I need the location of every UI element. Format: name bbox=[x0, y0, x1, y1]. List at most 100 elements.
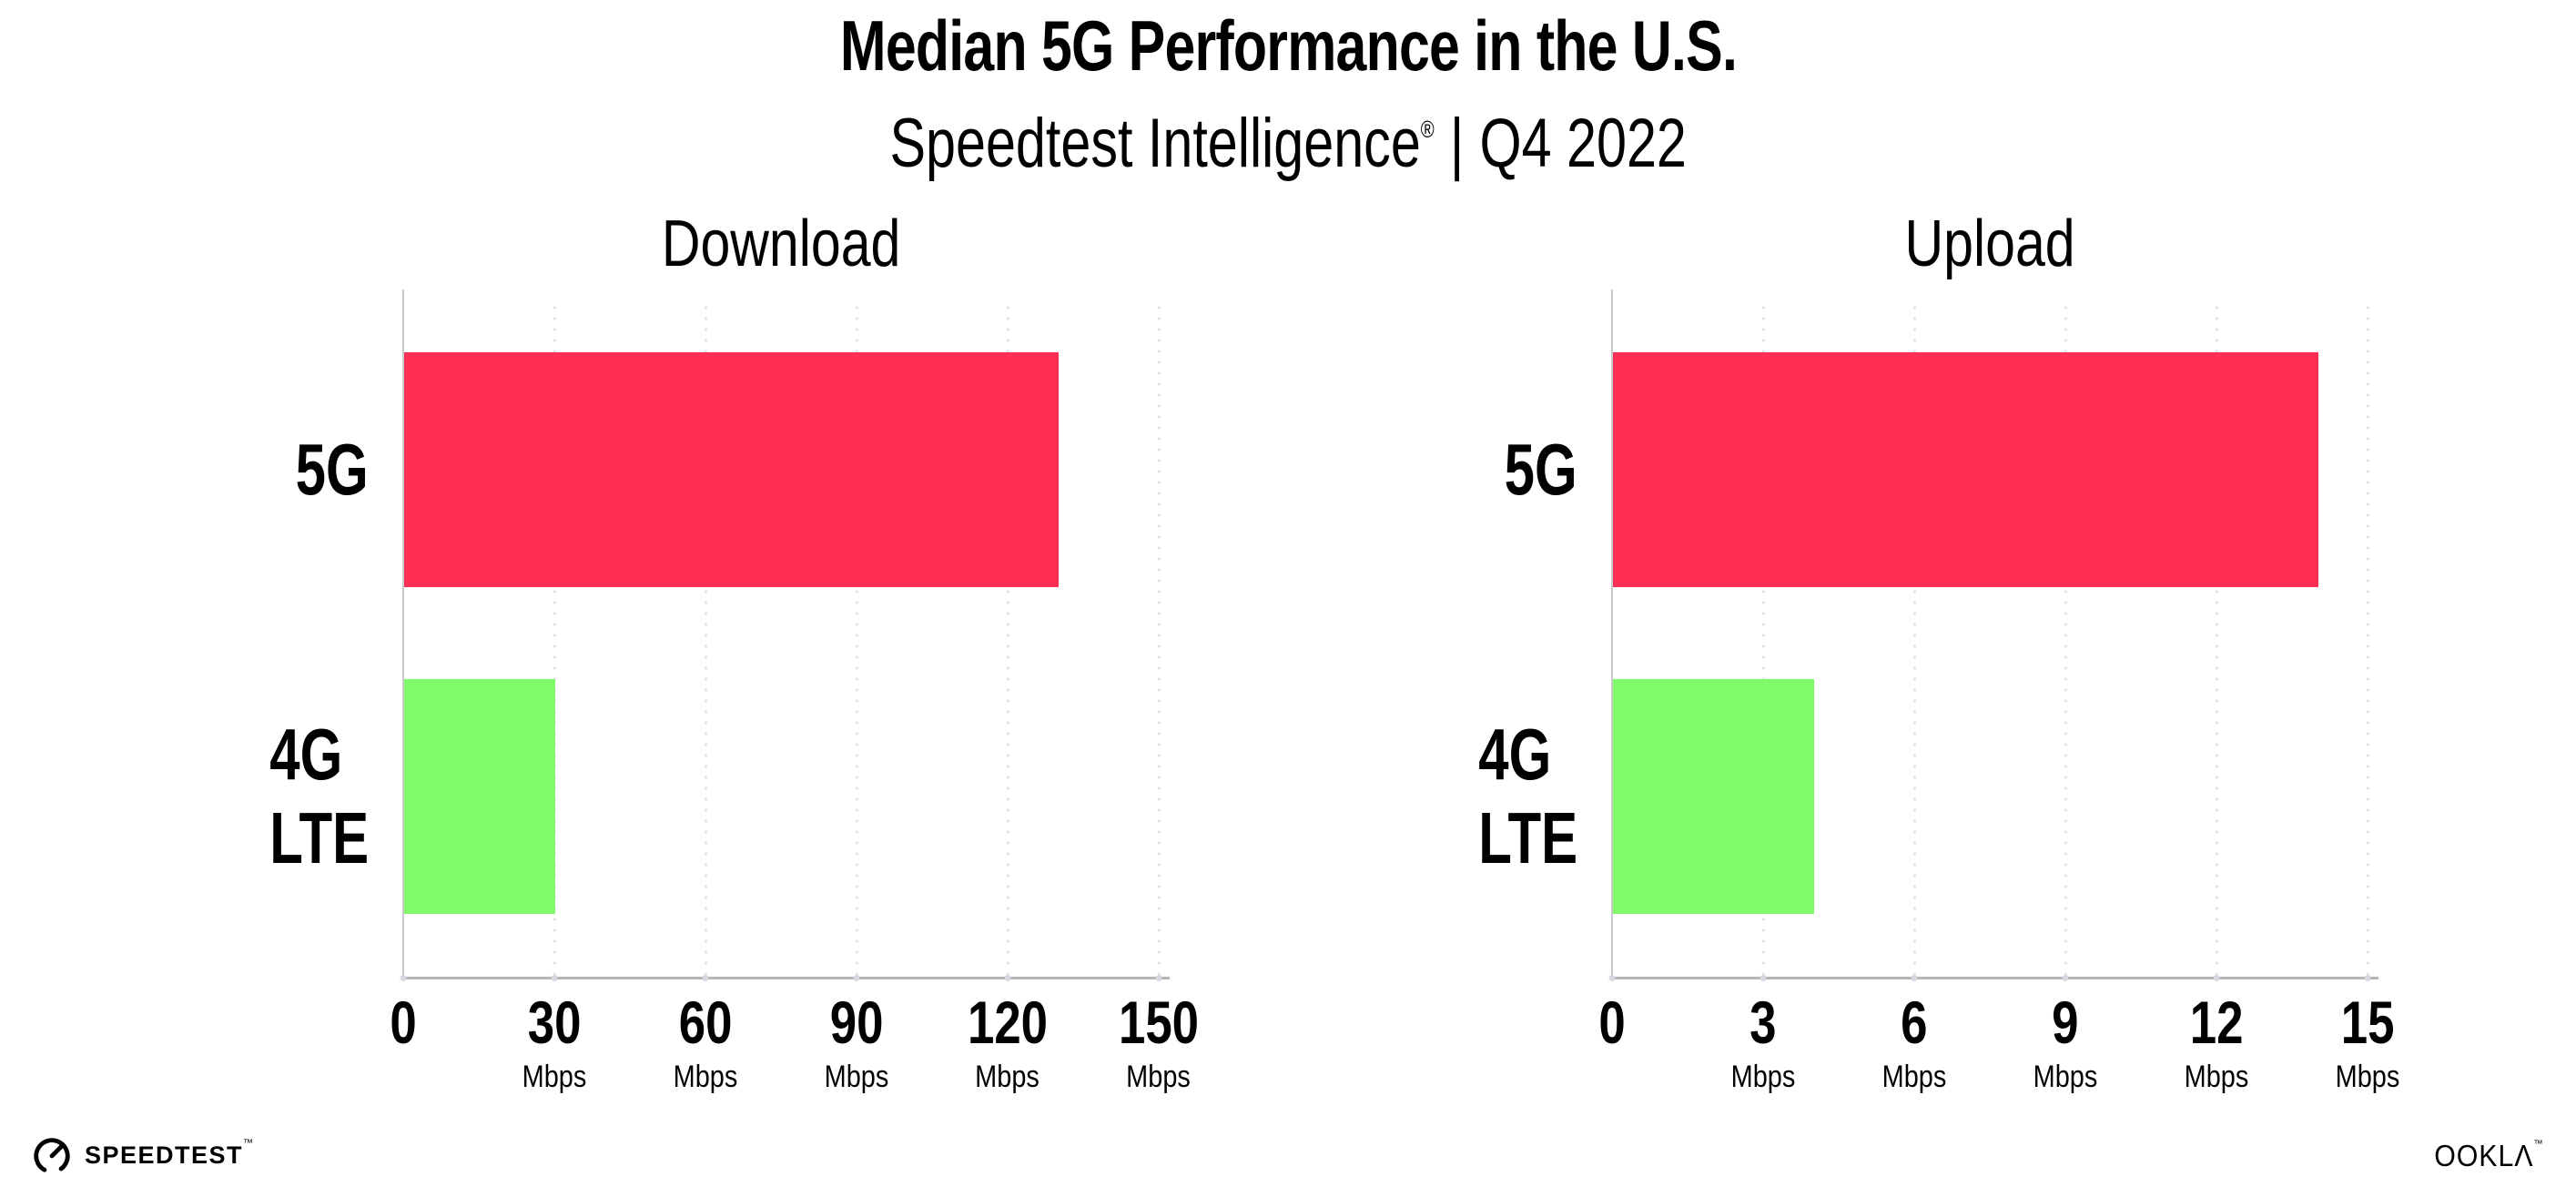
upload-x-tick-unit-15: Mbps bbox=[2329, 1061, 2405, 1092]
upload-gridline-6 bbox=[1912, 302, 1916, 977]
upload-x-tick-unit-text-9: Mbps bbox=[2033, 1060, 2098, 1094]
download-x-tick-value-90: 90 bbox=[818, 992, 894, 1052]
download-x-tick-value-120: 120 bbox=[958, 992, 1058, 1052]
upload-gridline-3 bbox=[1761, 302, 1765, 977]
upload-tick-dot-6 bbox=[1911, 975, 1918, 981]
upload-x-tick-value-text-3: 3 bbox=[1749, 989, 1777, 1056]
bar-5g-download bbox=[404, 352, 1060, 587]
upload-chart-title-text: Upload bbox=[1904, 208, 2075, 280]
upload-x-tick-3: 3 Mbps bbox=[1725, 992, 1800, 1092]
download-category-text-4g-lte: 4G LTE bbox=[269, 714, 369, 878]
upload-x-tick-12: 12 Mbps bbox=[2178, 992, 2254, 1092]
download-tick-dot-90 bbox=[853, 975, 860, 981]
subtitle-text: Speedtest Intelligence® | Q4 2022 bbox=[889, 106, 1686, 182]
upload-tick-dot-0 bbox=[1608, 975, 1616, 981]
upload-x-tick-unit-text-12: Mbps bbox=[2184, 1060, 2249, 1094]
upload-chart: Upload 5G 4G LTE 0 3 Mbps 6 Mbps 9 Mbps 12 Mbps 15 M… bbox=[1478, 211, 2399, 1092]
upload-x-tick-value-12: 12 bbox=[2178, 992, 2254, 1052]
upload-x-tick-15: 15 Mbps bbox=[2329, 992, 2405, 1092]
upload-x-tick-unit-9: Mbps bbox=[2027, 1061, 2103, 1092]
upload-x-tick-unit-text-15: Mbps bbox=[2335, 1060, 2400, 1094]
page-title: Median 5G Performance in the U.S. bbox=[0, 5, 2576, 86]
download-category-text-5g: 5G bbox=[295, 429, 369, 510]
upload-x-tick-9: 9 Mbps bbox=[2027, 992, 2103, 1092]
download-category-label-5g: 5G bbox=[271, 352, 369, 587]
subtitle-period: Q4 2022 bbox=[1479, 105, 1687, 182]
upload-gridline-9 bbox=[2064, 302, 2067, 977]
download-x-tick-unit-120: Mbps bbox=[958, 1061, 1058, 1092]
download-gridline-60 bbox=[704, 302, 707, 977]
ookla-logo: OOKLΛ™ bbox=[2429, 1139, 2549, 1173]
upload-x-tick-6: 6 Mbps bbox=[1876, 992, 1952, 1092]
upload-x-axis-line bbox=[1610, 977, 2378, 979]
upload-x-tick-value-0: 0 bbox=[1596, 992, 1629, 1052]
download-x-tick-value-60: 60 bbox=[667, 992, 743, 1052]
bar-4g-lte-download bbox=[404, 679, 555, 914]
upload-category-label-5g: 5G bbox=[1480, 352, 1577, 587]
speedtest-label: SPEEDTEST bbox=[85, 1141, 244, 1169]
speedtest-wordmark: SPEEDTEST™ bbox=[85, 1137, 255, 1170]
download-x-tick-value-text-120: 120 bbox=[967, 989, 1049, 1056]
download-tick-dot-0 bbox=[400, 975, 407, 981]
download-x-tick-unit-150: Mbps bbox=[1109, 1061, 1209, 1092]
upload-x-tick-unit-text-6: Mbps bbox=[1881, 1060, 1947, 1094]
download-x-tick-unit-60: Mbps bbox=[667, 1061, 743, 1092]
download-chart-title-text: Download bbox=[661, 208, 901, 280]
page-subtitle: Speedtest Intelligence® | Q4 2022 bbox=[0, 106, 2576, 182]
upload-category-text-4g-lte: 4G LTE bbox=[1478, 714, 1577, 878]
speedtest-tm: ™ bbox=[243, 1137, 255, 1149]
upload-y-axis-line bbox=[1611, 289, 1613, 979]
download-x-tick-value-150: 150 bbox=[1109, 992, 1209, 1052]
download-x-tick-value-30: 30 bbox=[516, 992, 592, 1052]
ookla-wordmark: OOKLΛ™ bbox=[2434, 1139, 2543, 1173]
upload-category-label-4g-lte: 4G LTE bbox=[1445, 679, 1577, 914]
upload-x-tick-value-text-15: 15 bbox=[2340, 989, 2395, 1056]
upload-x-tick-value-text-0: 0 bbox=[1598, 989, 1626, 1056]
download-gridline-150 bbox=[1157, 302, 1161, 977]
upload-tick-dot-9 bbox=[2062, 975, 2069, 981]
download-x-tick-value-text-150: 150 bbox=[1118, 989, 1200, 1056]
subtitle-brand: Speedtest Intelligence bbox=[889, 105, 1421, 182]
upload-x-tick-unit-6: Mbps bbox=[1876, 1061, 1952, 1092]
download-x-tick-30: 30 Mbps bbox=[516, 992, 592, 1092]
upload-x-tick-value-3: 3 bbox=[1725, 992, 1800, 1052]
download-x-tick-unit-text-90: Mbps bbox=[824, 1060, 889, 1094]
download-gridline-90 bbox=[855, 302, 858, 977]
download-tick-dot-30 bbox=[551, 975, 558, 981]
upload-x-tick-value-text-9: 9 bbox=[2052, 989, 2079, 1056]
upload-x-tick-unit-text-3: Mbps bbox=[1730, 1060, 1796, 1094]
download-x-tick-value-text-30: 30 bbox=[527, 989, 582, 1056]
upload-x-tick-0: 0 bbox=[1596, 992, 1629, 1052]
download-x-tick-unit-text-150: Mbps bbox=[1126, 1060, 1192, 1094]
page-title-text: Median 5G Performance in the U.S. bbox=[839, 5, 1737, 86]
upload-tick-dot-12 bbox=[2213, 975, 2220, 981]
download-gridline-120 bbox=[1006, 302, 1009, 977]
upload-x-tick-value-15: 15 bbox=[2329, 992, 2405, 1052]
speedtest-gauge-icon bbox=[34, 1138, 70, 1174]
download-x-tick-value-text-0: 0 bbox=[390, 989, 417, 1056]
download-category-label-4g-lte: 4G LTE bbox=[237, 679, 369, 914]
subtitle-divider: | bbox=[1449, 105, 1465, 182]
download-x-tick-value-0: 0 bbox=[387, 992, 421, 1052]
upload-x-tick-value-6: 6 bbox=[1876, 992, 1952, 1052]
upload-x-tick-value-text-12: 12 bbox=[2189, 989, 2244, 1056]
upload-x-tick-unit-12: Mbps bbox=[2178, 1061, 2254, 1092]
upload-tick-dot-3 bbox=[1760, 975, 1767, 981]
download-x-tick-unit-text-60: Mbps bbox=[673, 1060, 738, 1094]
download-x-tick-120: 120 Mbps bbox=[958, 992, 1058, 1092]
download-x-tick-value-text-60: 60 bbox=[678, 989, 733, 1056]
upload-x-tick-value-text-6: 6 bbox=[1901, 989, 1928, 1056]
ookla-label: OOKLΛ bbox=[2434, 1139, 2534, 1172]
download-gridline-30 bbox=[553, 302, 556, 977]
upload-tick-dot-15 bbox=[2364, 975, 2371, 981]
download-tick-dot-120 bbox=[1004, 975, 1011, 981]
download-x-axis-line bbox=[401, 977, 1170, 979]
download-x-tick-unit-90: Mbps bbox=[818, 1061, 894, 1092]
registered-mark: ® bbox=[1420, 115, 1435, 143]
download-tick-dot-60 bbox=[702, 975, 709, 981]
download-x-tick-0: 0 bbox=[387, 992, 421, 1052]
download-chart-title: Download bbox=[403, 211, 1159, 277]
download-x-tick-unit-text-30: Mbps bbox=[522, 1060, 587, 1094]
ookla-tm: ™ bbox=[2533, 1139, 2544, 1150]
